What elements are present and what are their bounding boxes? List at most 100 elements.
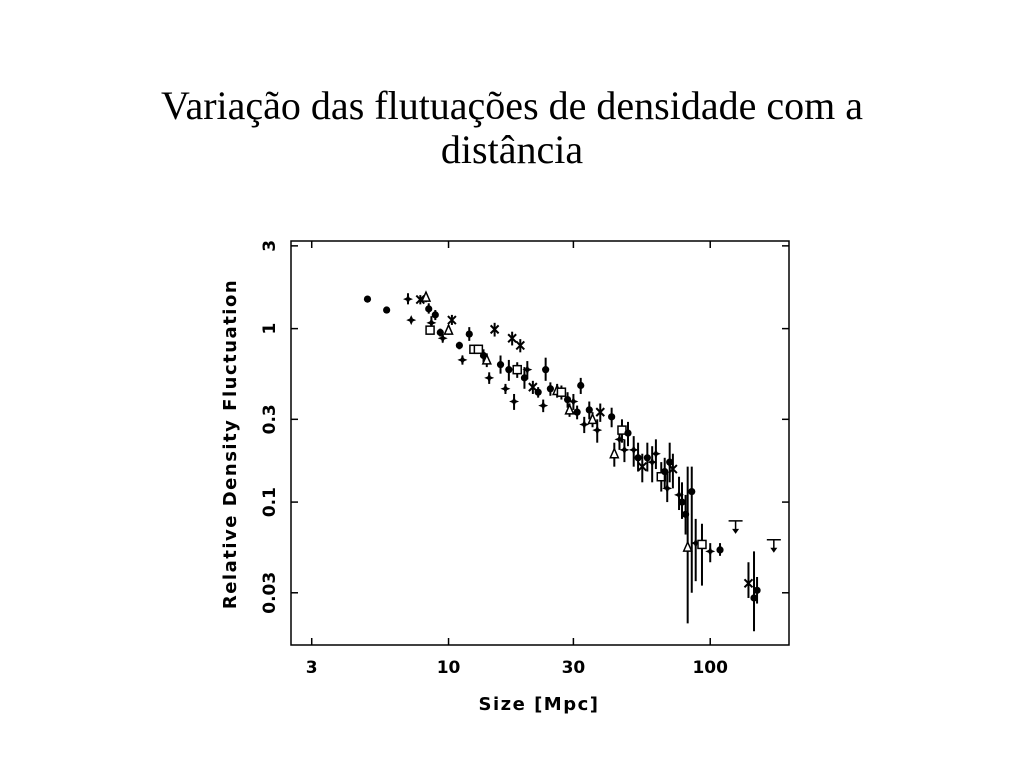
data-point: [568, 393, 579, 410]
point-marker: [587, 412, 598, 425]
point-marker: [425, 305, 433, 313]
point-marker: [520, 374, 529, 382]
data-point: [512, 362, 522, 378]
data-point: [564, 403, 575, 417]
data-point: [383, 306, 391, 314]
data-point: [678, 482, 686, 519]
point-marker: [538, 400, 549, 411]
data-point: [522, 361, 533, 380]
data-point: [465, 327, 473, 341]
point-marker: [447, 315, 457, 325]
point-marker: [628, 444, 639, 455]
x-axis-label: Size [Mpc]: [478, 694, 599, 715]
point-marker: [403, 294, 414, 305]
x-tick-label: 100: [692, 658, 728, 678]
data-point: [489, 322, 500, 337]
point-marker: [585, 406, 593, 414]
slide-title-line-2: distância: [440, 127, 584, 172]
upper-limit-arrow: [732, 528, 740, 534]
data-point: [577, 377, 585, 394]
data-point: [743, 562, 754, 598]
data-point: [579, 416, 590, 434]
plot-frame: [290, 240, 790, 646]
data-point: [431, 310, 439, 321]
point-marker: [568, 396, 579, 407]
point-marker: [455, 341, 463, 350]
data-point: [705, 543, 716, 563]
data-point: [455, 341, 463, 350]
slide-title: Variação das flutuações de densidade com…: [62, 84, 962, 172]
data-point: [662, 471, 673, 503]
data-point: [697, 523, 707, 586]
point-marker: [697, 539, 707, 550]
point-marker: [522, 364, 533, 375]
data-point: [666, 442, 674, 483]
point-marker: [753, 586, 761, 594]
data-point: [473, 344, 484, 355]
y-tick-label: 1: [260, 323, 280, 335]
point-marker: [619, 444, 630, 455]
data-point: [650, 439, 661, 470]
data-point: [592, 419, 603, 443]
point-marker: [595, 407, 605, 417]
data-point: [634, 442, 642, 472]
point-marker: [542, 366, 550, 374]
data-point: [573, 405, 581, 420]
point-marker: [484, 372, 495, 383]
data-point: [716, 543, 724, 556]
data-point: [608, 407, 616, 428]
data-point: [509, 393, 520, 410]
y-tick-label: 3: [260, 240, 280, 252]
point-marker: [577, 381, 585, 390]
point-marker: [406, 315, 417, 326]
data-point: [674, 476, 685, 511]
data-point: [647, 446, 658, 483]
point-marker: [705, 546, 716, 557]
point-marker: [426, 317, 437, 328]
point-marker: [383, 306, 391, 314]
data-point: [688, 466, 696, 593]
point-marker: [624, 429, 632, 437]
point-marker: [647, 457, 658, 468]
data-point: [682, 466, 693, 624]
point-marker: [573, 408, 581, 416]
point-marker: [437, 333, 448, 344]
data-point: [624, 421, 632, 447]
point-marker: [363, 295, 372, 303]
x-tick-label: 3: [306, 658, 318, 678]
point-marker: [614, 434, 625, 445]
upper-limit-arrow: [770, 547, 778, 553]
data-point: [538, 399, 549, 413]
data-point: [363, 295, 372, 303]
point-marker: [500, 383, 511, 394]
point-marker: [546, 385, 554, 393]
point-marker: [750, 594, 758, 602]
data-point: [481, 353, 492, 368]
point-marker: [420, 290, 432, 302]
point-marker: [425, 325, 435, 335]
data-point: [753, 576, 761, 604]
point-marker: [509, 396, 520, 407]
y-axis-label: Relative Density Fluctuation: [220, 279, 241, 609]
point-marker: [688, 487, 696, 496]
point-marker: [674, 489, 685, 500]
point-marker: [743, 578, 754, 589]
data-point: [406, 315, 417, 326]
point-marker: [415, 294, 426, 305]
point-marker: [489, 324, 500, 335]
data-point: [420, 290, 432, 303]
point-marker: [457, 354, 468, 365]
point-marker: [668, 464, 678, 474]
data-point: [728, 520, 743, 534]
point-marker: [579, 419, 590, 430]
data-point: [585, 401, 593, 420]
data-point: [425, 303, 433, 314]
slide-title-line-1: Variação das flutuações de densidade com…: [161, 83, 863, 128]
data-point: [484, 372, 495, 384]
data-point: [447, 314, 457, 325]
point-marker: [512, 364, 522, 375]
point-marker: [609, 446, 620, 459]
data-point: [507, 331, 517, 346]
y-tick-label: 0.1: [260, 487, 280, 517]
data-point: [668, 453, 678, 489]
